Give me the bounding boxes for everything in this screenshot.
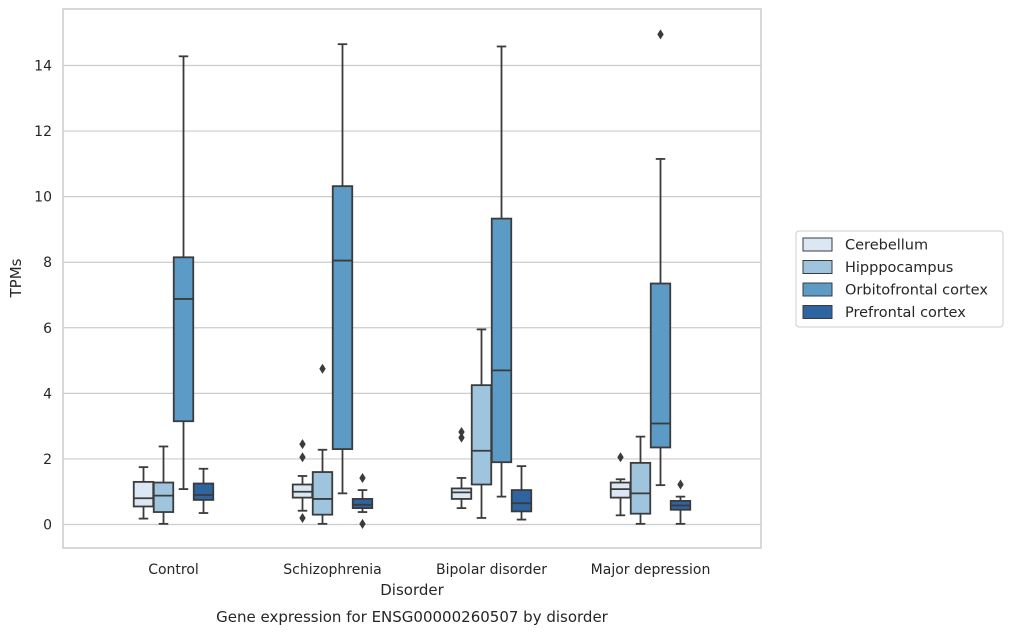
y-tick-label: 10 [34, 190, 52, 206]
plot-frame [62, 8, 762, 549]
outlier-point [458, 427, 465, 438]
box-3-0 [192, 467, 215, 514]
y-axis-label: TPMs [7, 258, 25, 298]
box-1-3 [629, 435, 652, 525]
legend-label: Cerebellum [845, 238, 928, 254]
box-body [351, 498, 374, 510]
y-tick-label: 4 [43, 386, 52, 402]
outlier-point [458, 432, 465, 443]
box-3-2 [510, 465, 533, 521]
box-0-0 [132, 466, 155, 520]
box-2-1 [331, 43, 354, 495]
box-2-3 [649, 29, 672, 487]
y-tick-label: 6 [43, 321, 52, 337]
outlier-point [359, 472, 366, 483]
box-2-0 [172, 55, 195, 490]
legend-swatch [802, 237, 833, 252]
legend-frame [795, 230, 1004, 328]
x-tick-label: Schizophrenia [283, 562, 381, 578]
outlier-point [617, 452, 624, 463]
box-1-1 [311, 363, 334, 525]
legend-label: Prefrontal cortex [845, 305, 966, 321]
x-axis-ticks: Control Schizophrenia Bipolar disorder Majo… [148, 562, 710, 578]
box-0-1 [291, 439, 314, 523]
box-body [311, 471, 334, 516]
box-body [629, 461, 652, 515]
box-3-3 [669, 479, 692, 525]
legend-swatch [802, 282, 833, 297]
box-body [649, 282, 672, 449]
y-tick-label: 0 [43, 518, 52, 534]
y-tick-label: 8 [43, 255, 52, 271]
outlier-point [657, 29, 664, 40]
box-body [609, 481, 632, 499]
box-body [152, 481, 175, 513]
outlier-point [319, 363, 326, 374]
box-2-2 [490, 45, 513, 498]
outlier-point [359, 518, 366, 529]
legend: Cerebellum Hipppocampus Orbitofrontal cort… [795, 230, 1004, 328]
box-body [172, 256, 195, 423]
legend-label: Orbitofrontal cortex [845, 283, 988, 299]
y-tick-label: 2 [43, 452, 52, 468]
x-tick-label: Control [148, 562, 199, 578]
y-tick-label: 14 [34, 59, 52, 75]
box-1-2 [470, 328, 493, 519]
box-body [132, 480, 155, 508]
box-0-3 [609, 452, 632, 517]
x-axis-label: Disorder [380, 581, 444, 599]
box-body [510, 489, 533, 513]
legend-swatch [802, 305, 833, 319]
chart-title: Gene expression for ENSG00000260507 by d… [216, 608, 609, 626]
box-body [490, 217, 513, 464]
x-tick-label: Major depression [591, 562, 711, 578]
box-3-1 [351, 472, 374, 529]
box-body [192, 482, 215, 501]
box-1-0 [152, 445, 175, 525]
box-body [470, 384, 493, 486]
legend-label: Hipppocampus [845, 260, 953, 276]
box-body [331, 185, 354, 450]
outlier-point [299, 439, 306, 450]
box-plot-groups [132, 29, 692, 529]
box-0-2 [450, 427, 473, 510]
x-tick-label: Bipolar disorder [436, 562, 547, 578]
box-body [450, 487, 473, 500]
outlier-point [299, 512, 306, 523]
y-axis-ticks: 0 2 4 6 8 10 12 14 [34, 59, 52, 534]
outlier-point [299, 452, 306, 463]
outlier-point [677, 479, 684, 490]
y-tick-label: 12 [34, 124, 52, 140]
legend-swatch [802, 260, 833, 274]
